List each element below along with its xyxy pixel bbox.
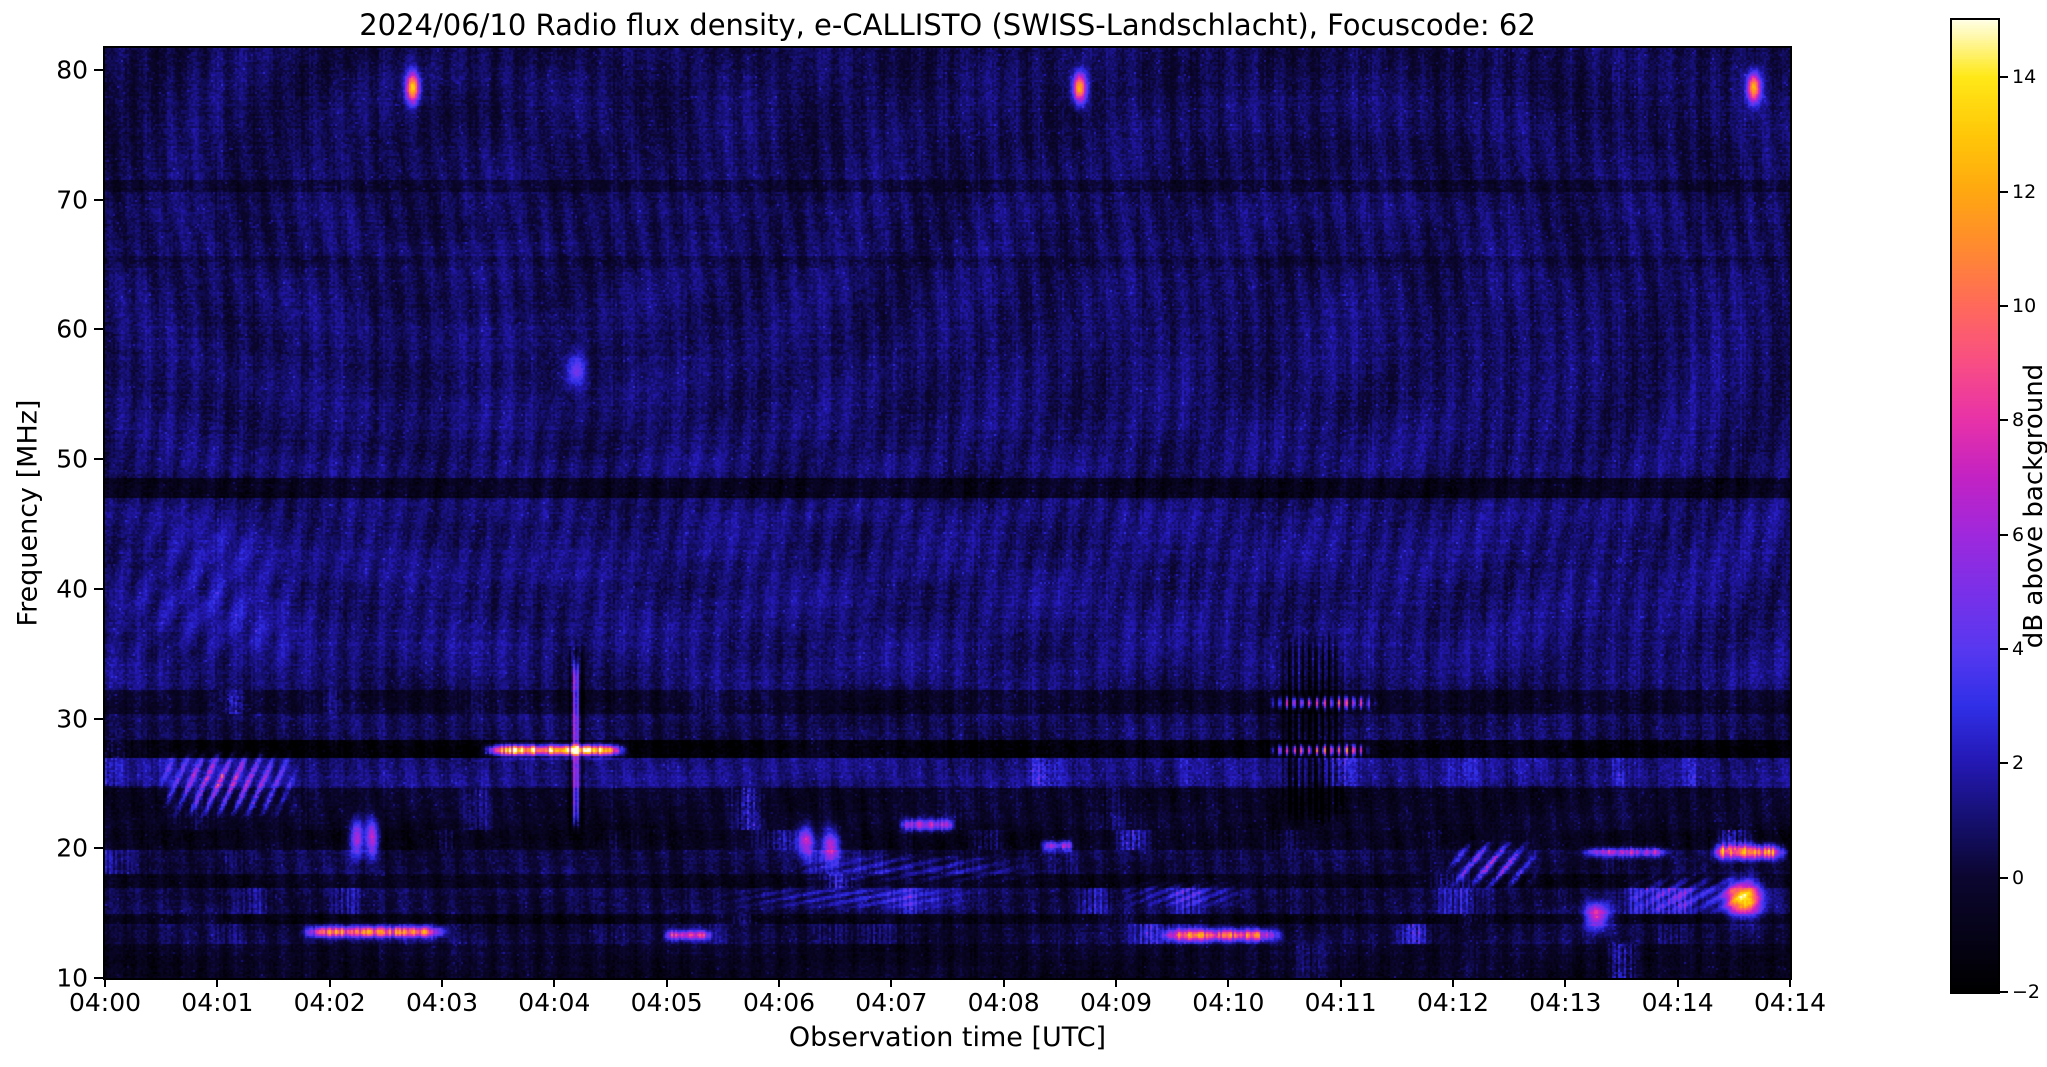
colorbar-tick-label: −2 (2012, 981, 2041, 1003)
colorbar-tick-mark (2000, 991, 2008, 993)
y-tick-mark (94, 977, 103, 979)
spectrogram-canvas (105, 48, 1790, 978)
x-tick-label: 04:14 (1753, 988, 1827, 1017)
x-tick-label: 04:07 (855, 988, 928, 1017)
colorbar-tick-mark (2000, 304, 2008, 307)
colorbar-tick-mark (2000, 647, 2008, 650)
y-tick-mark (94, 458, 103, 461)
x-tick-label: 04:09 (1079, 988, 1153, 1017)
x-tick-label: 04:02 (293, 988, 366, 1017)
colorbar-tick-label: 10 (2012, 294, 2037, 317)
x-axis-label: Observation time [UTC] (788, 1022, 1107, 1053)
chart-title: 2024/06/10 Radio flux density, e-CALLIST… (359, 8, 1536, 42)
colorbar-tick-mark (2000, 533, 2008, 536)
y-tick-label: 50 (56, 444, 88, 474)
colorbar-tick-mark (2000, 76, 2008, 79)
y-tick-label: 60 (56, 314, 88, 344)
x-tick-label: 04:14 (1641, 988, 1714, 1017)
x-tick-label: 04:11 (1304, 988, 1377, 1017)
x-tick-label: 04:10 (1192, 988, 1265, 1017)
colorbar-tick-mark (2000, 419, 2008, 422)
plot-area (103, 46, 1792, 980)
colorbar-label: dB above background (2019, 363, 2047, 649)
y-tick-mark (94, 717, 103, 720)
x-tick-label: 04:08 (967, 988, 1040, 1017)
y-tick-mark (94, 69, 103, 72)
x-tick-label: 04:12 (1416, 988, 1490, 1017)
y-tick-mark (94, 328, 103, 331)
colorbar-tick-label: 12 (2012, 180, 2037, 203)
x-tick-label: 04:05 (630, 988, 703, 1017)
x-tick-label: 04:06 (742, 988, 816, 1017)
y-tick-label: 70 (56, 185, 88, 215)
x-tick-label: 04:00 (68, 988, 142, 1017)
y-axis-label: Frequency [MHz] (12, 399, 44, 627)
colorbar-tick-label: 0 (2012, 866, 2025, 889)
y-tick-mark (94, 847, 103, 850)
colorbar-tick-label: 2 (2012, 752, 2025, 775)
y-tick-mark (94, 587, 103, 590)
y-tick-label: 80 (56, 55, 88, 85)
colorbar-tick-mark (2000, 190, 2008, 193)
colorbar-tick-label: 14 (2012, 66, 2037, 89)
x-tick-label: 04:04 (518, 988, 591, 1017)
colorbar-tick-mark (2000, 762, 2008, 765)
x-tick-label: 04:01 (181, 988, 254, 1017)
colorbar (1950, 18, 2000, 994)
y-tick-mark (94, 198, 103, 201)
x-tick-label: 04:13 (1529, 988, 1602, 1017)
colorbar-tick-mark (2000, 876, 2008, 879)
y-tick-label: 20 (56, 833, 88, 863)
y-tick-label: 10 (56, 963, 88, 993)
y-tick-label: 40 (56, 574, 88, 604)
y-tick-label: 30 (56, 704, 88, 734)
colorbar-gradient-canvas (1952, 20, 1998, 992)
x-tick-label: 04:03 (405, 988, 479, 1017)
